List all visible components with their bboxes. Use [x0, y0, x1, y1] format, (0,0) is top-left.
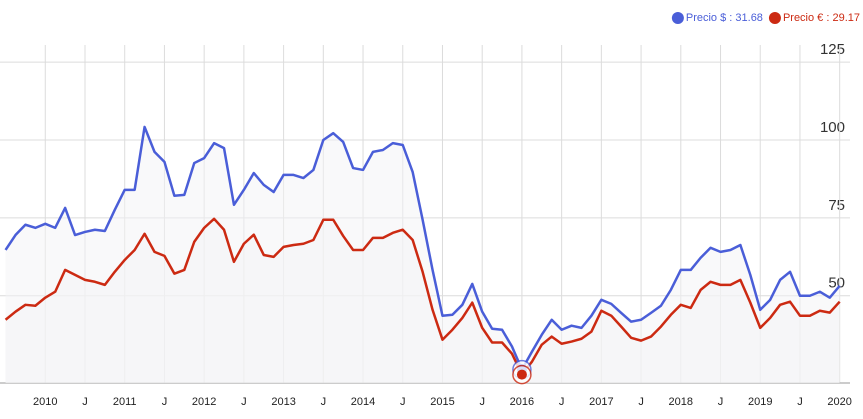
- x-tick-label: J: [638, 396, 644, 408]
- legend-label: Precio $ : 31.68: [686, 12, 763, 24]
- y-tick-label: 125: [820, 41, 845, 58]
- x-tick-label: 2011: [113, 396, 137, 408]
- y-tick-label: 50: [828, 275, 845, 292]
- x-tick-label: J: [400, 396, 406, 408]
- x-tick-label: J: [797, 396, 803, 408]
- x-tick-label: 2015: [430, 396, 454, 408]
- hover-point: [516, 369, 527, 380]
- x-tick-label: J: [321, 396, 327, 408]
- legend-label: Precio € : 29.17: [783, 12, 860, 24]
- x-tick-label: J: [479, 396, 485, 408]
- x-tick-label: 2020: [827, 396, 851, 408]
- x-tick-label: 2012: [192, 396, 216, 408]
- legend: Precio € : 29.17 Precio $ : 31.68: [671, 12, 860, 24]
- x-tick-label: 2014: [351, 396, 375, 408]
- x-tick-label: 2010: [33, 396, 57, 408]
- x-tick-label: 2017: [589, 396, 613, 408]
- x-tick-label: 2013: [271, 396, 295, 408]
- x-tick-label: 2016: [510, 396, 534, 408]
- y-tick-label: 75: [828, 197, 845, 214]
- x-tick-label: J: [162, 396, 168, 408]
- legend-swatch: [768, 12, 781, 24]
- x-tick-label: J: [718, 396, 724, 408]
- legend-swatch: [671, 12, 684, 24]
- y-tick-label: 100: [820, 119, 845, 136]
- x-tick-label: J: [559, 396, 565, 408]
- x-tick-label: J: [82, 396, 88, 408]
- x-tick-label: 2019: [748, 396, 772, 408]
- x-tick-label: J: [241, 396, 247, 408]
- series-line: [4, 217, 841, 376]
- area: [5, 218, 840, 383]
- x-tick-label: 2018: [669, 396, 693, 408]
- series-line: [4, 125, 841, 371]
